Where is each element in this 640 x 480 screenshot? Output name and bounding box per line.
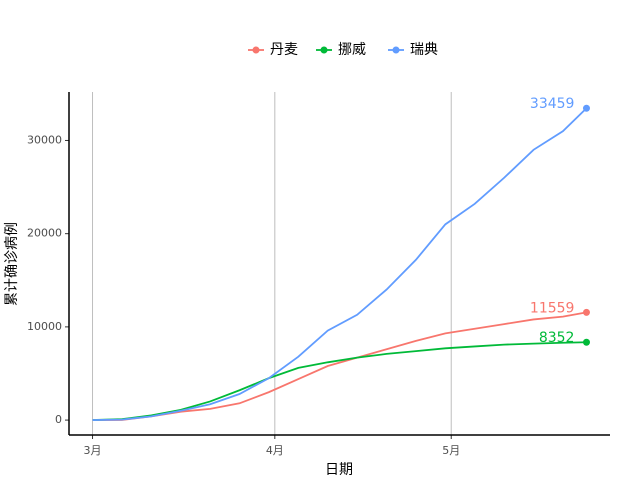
legend-label: 瑞典 bbox=[410, 42, 438, 58]
series-line bbox=[92, 341, 587, 421]
end-label: 11559 bbox=[530, 300, 575, 316]
legend-key-dot bbox=[320, 46, 328, 54]
y-tick-label: 20000 bbox=[27, 227, 62, 240]
legend-key-dot bbox=[392, 46, 400, 54]
legend-label: 挪威 bbox=[338, 42, 366, 58]
y-axis-title: 累计确诊病例 bbox=[4, 222, 20, 306]
y-tick-label: 30000 bbox=[27, 133, 62, 146]
x-tick-label: 4月 bbox=[266, 444, 284, 457]
end-point bbox=[582, 104, 590, 112]
end-label: 8352 bbox=[539, 330, 575, 346]
y-tick-label: 0 bbox=[55, 413, 62, 426]
x-tick-label: 3月 bbox=[84, 444, 102, 457]
y-tick-label: 10000 bbox=[27, 320, 62, 333]
legend-key-dot bbox=[252, 46, 260, 54]
series-line bbox=[92, 107, 588, 421]
series-line bbox=[92, 311, 587, 421]
x-tick-label: 5月 bbox=[442, 444, 460, 457]
x-axis-title: 日期 bbox=[325, 462, 353, 478]
legend-label: 丹麦 bbox=[270, 42, 298, 58]
end-point bbox=[582, 308, 590, 316]
end-label: 33459 bbox=[530, 96, 575, 112]
end-point bbox=[582, 338, 590, 346]
